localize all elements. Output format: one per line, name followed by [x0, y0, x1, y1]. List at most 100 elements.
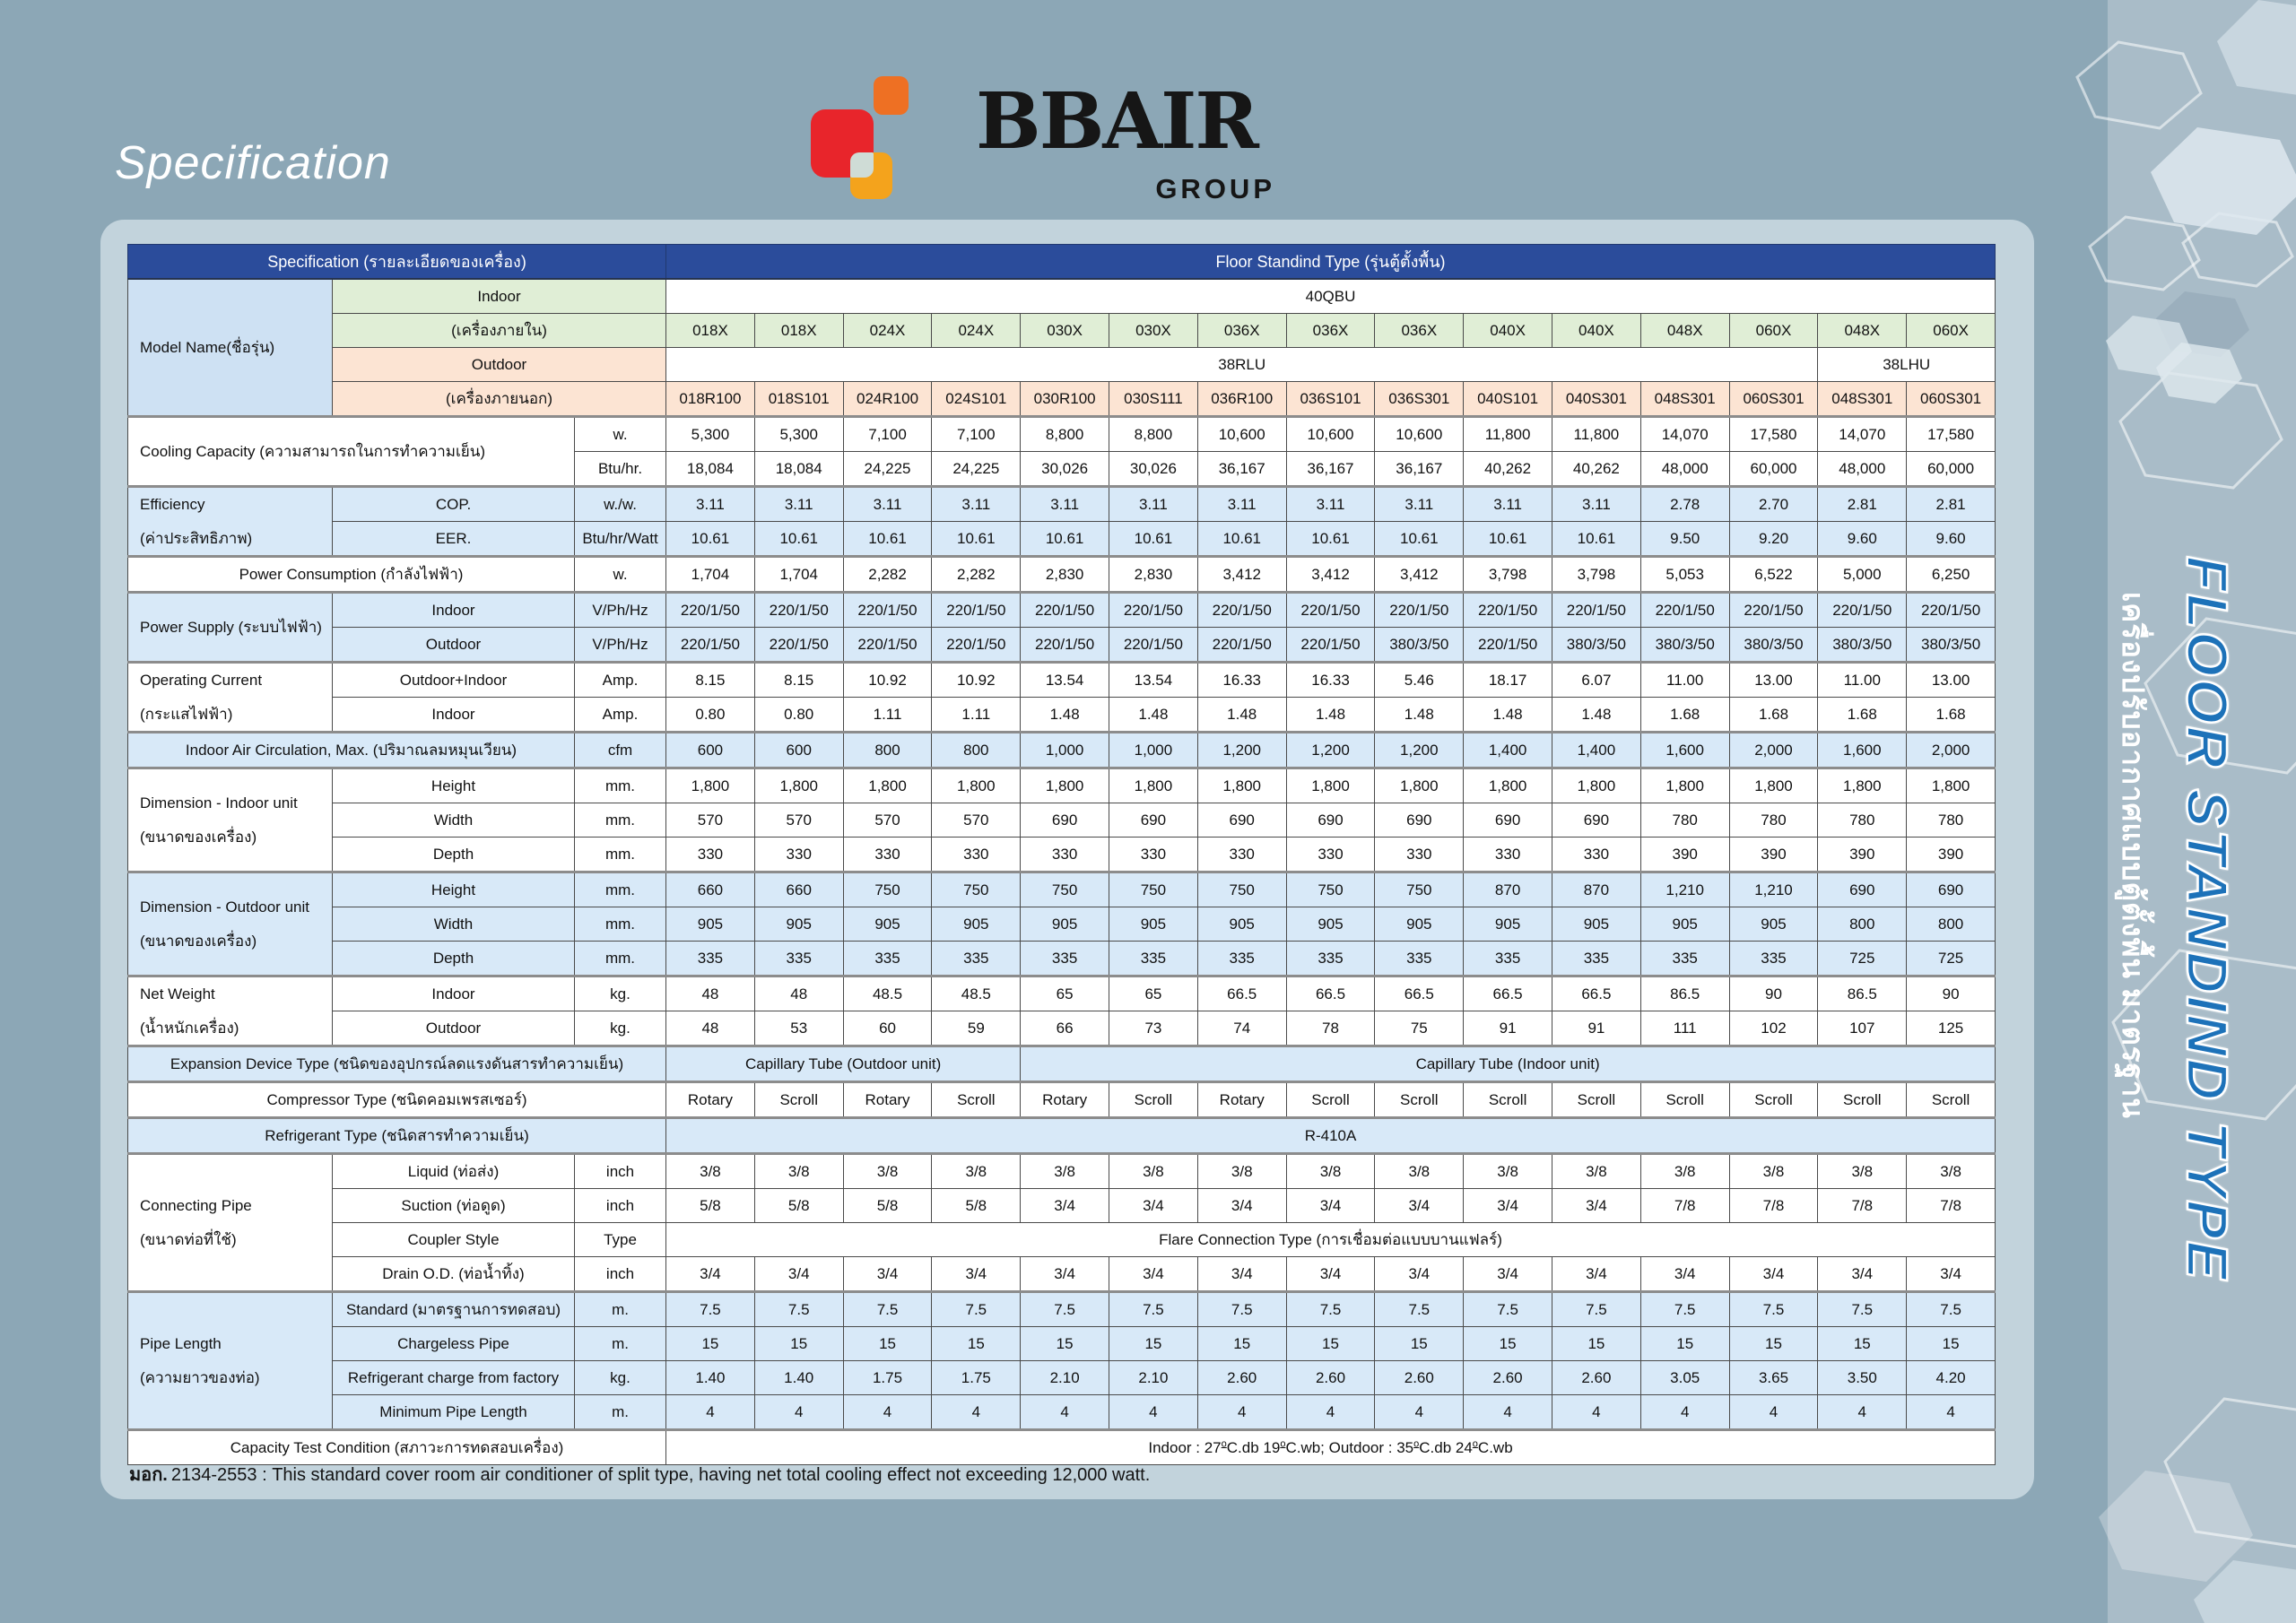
spec-value: 335	[1109, 941, 1198, 976]
spec-value: 660	[753, 871, 844, 907]
spec-value: 74	[1196, 1011, 1287, 1046]
spec-value: 75	[1374, 1011, 1465, 1046]
spec-value: 7.5	[1817, 1290, 1908, 1327]
spec-value: 3,412	[1196, 555, 1287, 593]
spec-value: Rotary	[665, 1081, 755, 1118]
spec-value: 3.11	[1463, 485, 1552, 522]
spec-value: 3.11	[1196, 485, 1287, 522]
spec-value: 48	[665, 975, 755, 1011]
spec-value: 2.78	[1639, 485, 1730, 522]
spec-value: 3/4	[1374, 1188, 1465, 1223]
spec-value: 570	[665, 803, 755, 838]
spec-value: 36,167	[1196, 451, 1287, 487]
unit-label: mm.	[573, 871, 667, 907]
spec-value: 5,000	[1817, 555, 1908, 593]
spec-value: 7.5	[1552, 1290, 1641, 1327]
spec-value: 30,026	[1109, 451, 1198, 487]
spec-value: 2,000	[1728, 731, 1819, 768]
table-row: Coupler Style Type Flare Connection Type (…	[128, 1222, 1996, 1257]
spec-value: 030R100	[1020, 381, 1110, 417]
spec-value: 2.60	[1374, 1360, 1465, 1395]
spec-value: 1,800	[1109, 767, 1198, 803]
spec-value: 8,800	[1109, 415, 1198, 452]
unit-label: kg.	[573, 1360, 667, 1395]
spec-value: 1.48	[1196, 697, 1287, 733]
table-row: Outdoor 38RLU 38LHU	[128, 347, 1996, 382]
spec-value: 3/4	[842, 1256, 933, 1292]
spec-value: 7.5	[1728, 1290, 1819, 1327]
spec-value: 750	[1109, 871, 1198, 907]
spec-value: 3/8	[1639, 1152, 1730, 1189]
spec-value: 060S301	[1728, 381, 1819, 417]
spec-value: 2.60	[1552, 1360, 1641, 1395]
spec-value: 15	[1552, 1326, 1641, 1361]
spec-value: 7.5	[1285, 1290, 1376, 1327]
side-band	[2108, 0, 2296, 1623]
spec-value: 3.11	[1552, 485, 1641, 522]
spec-value: 330	[753, 837, 844, 872]
spec-value: 5.46	[1374, 661, 1465, 698]
spec-value: 2,000	[1906, 731, 1996, 768]
unit-label: w./w.	[573, 485, 667, 522]
spec-value: 330	[1463, 837, 1552, 872]
spec-value: 220/1/50	[1196, 627, 1287, 663]
spec-value: 5/8	[753, 1188, 844, 1223]
spec-value: 048S301	[1639, 381, 1730, 417]
spec-value: 390	[1817, 837, 1908, 872]
spec-value: 86.5	[1639, 975, 1730, 1011]
spec-value: 3.11	[1374, 485, 1465, 522]
spec-value: 220/1/50	[1020, 627, 1110, 663]
row-label-operating-current: Operating Current (กระแสไฟฟ้า)	[127, 661, 333, 733]
spec-value: 570	[931, 803, 1022, 838]
spec-value: 8.15	[753, 661, 844, 698]
spec-value: 2,830	[1020, 555, 1110, 593]
spec-value: 3/8	[1285, 1152, 1376, 1189]
spec-value: 335	[1285, 941, 1376, 976]
spec-value: 53	[753, 1011, 844, 1046]
row-label-indoor-th: (เครื่องภายใน)	[331, 313, 667, 348]
spec-value: 220/1/50	[1463, 591, 1552, 628]
spec-value: 8,800	[1020, 415, 1110, 452]
spec-table: Specification (รายละเอียดของเครื่อง) Floo…	[126, 244, 1996, 1465]
row-sublabel: Refrigerant charge from factory	[332, 1360, 575, 1395]
spec-value: 30,026	[1020, 451, 1110, 487]
spec-value: 060X	[1728, 313, 1819, 348]
table-row: Outdoor V/Ph/Hz 220/1/50 220/1/50 220/1/50 22…	[128, 627, 1996, 663]
row-sublabel: Coupler Style	[332, 1222, 575, 1257]
table-row: Compressor Type (ชนิดคอมเพรสเซอร์) Rotary…	[126, 1081, 1996, 1118]
spec-value: 11,800	[1552, 415, 1641, 452]
spec-value: 048X	[1639, 313, 1730, 348]
spec-value: 16.33	[1196, 661, 1287, 698]
table-row: Outdoor kg. 48 53 60 59 66 73 74 78 75 91 91 111 102 10…	[128, 1011, 1996, 1046]
spec-value: 9.20	[1728, 521, 1819, 557]
unit-label: Type	[573, 1222, 667, 1257]
spec-value: 1,704	[753, 555, 844, 593]
spec-value: 3/4	[1285, 1188, 1376, 1223]
row-label-air-circulation: Indoor Air Circulation, Max. (ปริมาณลมหม…	[127, 731, 575, 768]
row-label-net-weight: Net Weight (น้ำหนักเครื่อง)	[127, 975, 333, 1046]
spec-value: 66.5	[1196, 975, 1287, 1011]
row-label-cooling-capacity: Cooling Capacity (ความสามารถในการทำความเ…	[127, 415, 575, 487]
unit-label: V/Ph/Hz	[573, 627, 667, 663]
spec-value: 4	[665, 1394, 755, 1430]
spec-value: 040X	[1552, 313, 1641, 348]
spec-value: 1,200	[1285, 731, 1376, 768]
spec-value: 220/1/50	[842, 627, 933, 663]
spec-value: 4	[1020, 1394, 1110, 1430]
spec-value: 1.68	[1906, 697, 1996, 733]
spec-value: 3/8	[1817, 1152, 1908, 1189]
table-row: Width mm. 905 905 905 905 905 905 905 905 905 905 90…	[128, 907, 1996, 942]
spec-value: 036R100	[1196, 381, 1287, 417]
spec-value: 8.15	[665, 661, 755, 698]
spec-value: 2.81	[1817, 485, 1908, 522]
spec-value: 3/8	[1374, 1152, 1465, 1189]
spec-value: 111	[1639, 1011, 1730, 1046]
spec-value: 220/1/50	[753, 627, 844, 663]
sidebar-title-english: FLOOR STANDIND TYPE	[2174, 555, 2241, 1283]
unit-label: Amp.	[573, 697, 667, 733]
spec-value: 7.5	[1196, 1290, 1287, 1327]
spec-value: 10.61	[1374, 521, 1465, 557]
spec-value: 750	[842, 871, 933, 907]
spec-value: 15	[1020, 1326, 1110, 1361]
spec-value: 15	[1639, 1326, 1730, 1361]
